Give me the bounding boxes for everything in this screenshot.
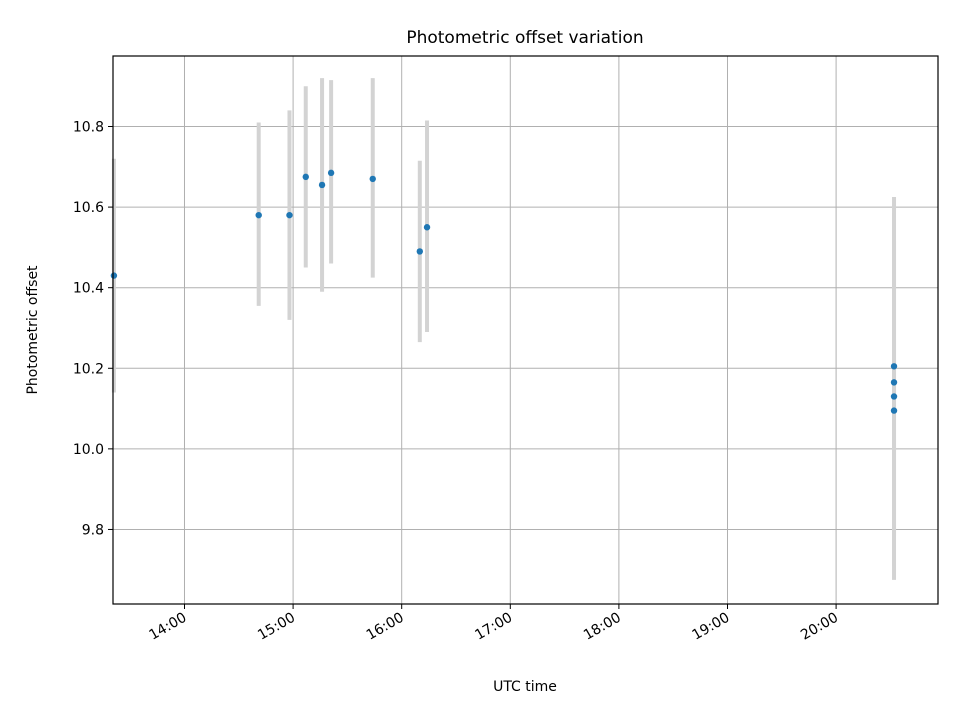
- data-points: [110, 169, 898, 414]
- data-point: [255, 211, 262, 219]
- y-tick-label: 10.0: [73, 442, 104, 458]
- data-point: [423, 224, 431, 231]
- data-point: [302, 173, 309, 181]
- y-axis-label: Photometric offset: [25, 265, 41, 395]
- x-axis-label: UTC time: [493, 679, 557, 695]
- data-point: [318, 181, 326, 189]
- data-point: [416, 248, 423, 255]
- chart-title: Photometric offset variation: [406, 28, 643, 48]
- data-point: [369, 175, 376, 183]
- y-tick-label: 9.8: [82, 522, 104, 538]
- data-point: [327, 169, 335, 177]
- data-point: [110, 272, 118, 279]
- data-point: [890, 393, 898, 400]
- grid: [113, 56, 938, 604]
- y-tick-label: 10.2: [73, 361, 104, 377]
- y-tick-label: 10.8: [73, 120, 104, 136]
- plot-frame: [112, 55, 939, 605]
- y-tick-label: 10.6: [73, 200, 104, 216]
- y-axis-ticks: 9.8 10.0 10.2 10.4 10.6 10.8: [73, 120, 113, 538]
- data-point: [890, 407, 898, 414]
- data-point: [890, 363, 898, 370]
- plot-area: [113, 56, 938, 604]
- data-point: [286, 211, 293, 219]
- data-point: [890, 379, 898, 386]
- y-tick-label: 10.4: [73, 281, 104, 297]
